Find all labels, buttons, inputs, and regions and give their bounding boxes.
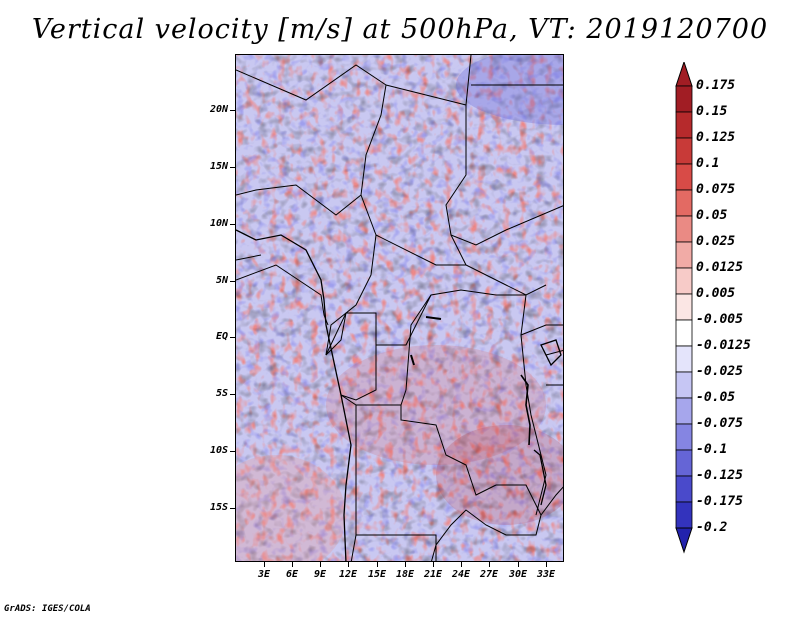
field-neutral xyxy=(236,55,563,561)
lon-tick xyxy=(405,562,406,567)
lon-tick xyxy=(320,562,321,567)
lat-label-10s: 10S xyxy=(209,445,228,456)
colorbar-label: 0.0125 xyxy=(696,260,743,275)
lon-label-18e: 18E xyxy=(395,569,415,580)
lon-label-9e: 9E xyxy=(313,569,327,580)
lon-label-24e: 24E xyxy=(451,569,471,580)
colorbar-label: -0.175 xyxy=(696,494,743,509)
lat-label-15s: 15S xyxy=(209,502,228,513)
lon-tick xyxy=(264,562,265,567)
lon-tick xyxy=(518,562,519,567)
lon-tick xyxy=(461,562,462,567)
colorbar-swatch xyxy=(675,475,693,503)
region-ascent-congo xyxy=(326,345,546,465)
colorbar-label: 0.075 xyxy=(696,182,736,197)
colorbar-label: -0.125 xyxy=(696,468,743,483)
colorbar-swatch xyxy=(675,397,693,425)
colorbar-label: -0.005 xyxy=(696,312,743,327)
colorbar-label: 0.125 xyxy=(696,130,736,145)
colorbar-label: -0.075 xyxy=(696,416,743,431)
colorbar-label: 0.175 xyxy=(696,78,736,93)
colorbar-swatch xyxy=(675,85,693,113)
lon-label-21e: 21E xyxy=(423,569,443,580)
colorbar-bottom-arrow xyxy=(675,527,693,554)
lat-label-20n: 20N xyxy=(209,104,228,115)
lat-tick xyxy=(230,224,235,225)
lon-tick xyxy=(377,562,378,567)
lat-tick xyxy=(230,451,235,452)
colorbar-label: 0.15 xyxy=(696,104,728,119)
lat-tick xyxy=(230,110,235,111)
colorbar-swatch xyxy=(675,241,693,269)
colorbar-swatch xyxy=(675,163,693,191)
lat-label-15n: 15N xyxy=(209,161,228,172)
lon-label-30e: 30E xyxy=(508,569,528,580)
lat-tick xyxy=(230,281,235,282)
footer-credit: GrADS: IGES/COLA xyxy=(4,604,91,614)
lat-tick xyxy=(230,337,235,338)
coastlines xyxy=(236,229,562,561)
lat-label-eq: EQ xyxy=(215,331,228,342)
velocity-map xyxy=(235,54,564,562)
colorbar-swatch xyxy=(675,319,693,347)
colorbar-label: -0.05 xyxy=(696,390,736,405)
velocity-field xyxy=(236,55,563,561)
lon-label-12e: 12E xyxy=(338,569,358,580)
colorbar-swatch xyxy=(675,449,693,477)
lon-label-3e: 3E xyxy=(257,569,271,580)
colorbar-swatch xyxy=(675,293,693,321)
lat-tick xyxy=(230,167,235,168)
lon-tick xyxy=(489,562,490,567)
colorbar-label: 0.025 xyxy=(696,234,736,249)
region-ascent-sw xyxy=(236,455,346,561)
country-borders xyxy=(236,55,563,561)
lon-tick xyxy=(433,562,434,567)
colorbar-swatch xyxy=(675,215,693,243)
colorbar-label: -0.025 xyxy=(696,364,743,379)
rivers xyxy=(410,316,442,366)
colorbar-swatch xyxy=(675,345,693,373)
lat-label-10n: 10N xyxy=(209,218,228,229)
colorbar-label: -0.1 xyxy=(696,442,728,457)
region-ascent-se xyxy=(436,425,563,525)
lon-tick xyxy=(292,562,293,567)
region-descent-ne xyxy=(456,55,563,125)
colorbar-label: -0.2 xyxy=(696,520,728,535)
lon-tick xyxy=(546,562,547,567)
lon-label-15e: 15E xyxy=(367,569,387,580)
colorbar-swatch xyxy=(675,111,693,139)
map-title: Vertical velocity [m/s] at 500hPa, VT: 2… xyxy=(31,14,769,45)
lon-label-33e: 33E xyxy=(536,569,556,580)
lon-tick xyxy=(348,562,349,567)
colorbar-swatch xyxy=(675,371,693,399)
lon-label-27e: 27E xyxy=(479,569,499,580)
colorbar-swatch xyxy=(675,267,693,295)
lat-label-5n: 5N xyxy=(215,275,228,286)
colorbar-top-arrow xyxy=(675,62,693,87)
colorbar xyxy=(675,62,693,554)
lat-tick xyxy=(230,508,235,509)
colorbar-swatch xyxy=(675,137,693,165)
lat-tick xyxy=(230,394,235,395)
colorbar-swatch xyxy=(675,501,693,529)
colorbar-swatch xyxy=(675,189,693,217)
lat-label-5s: 5S xyxy=(215,388,228,399)
colorbar-label: 0.05 xyxy=(696,208,728,223)
lon-label-6e: 6E xyxy=(285,569,299,580)
colorbar-label: 0.1 xyxy=(696,156,720,171)
colorbar-label: 0.005 xyxy=(696,286,736,301)
colorbar-swatch xyxy=(675,423,693,451)
colorbar-label: -0.0125 xyxy=(696,338,751,353)
